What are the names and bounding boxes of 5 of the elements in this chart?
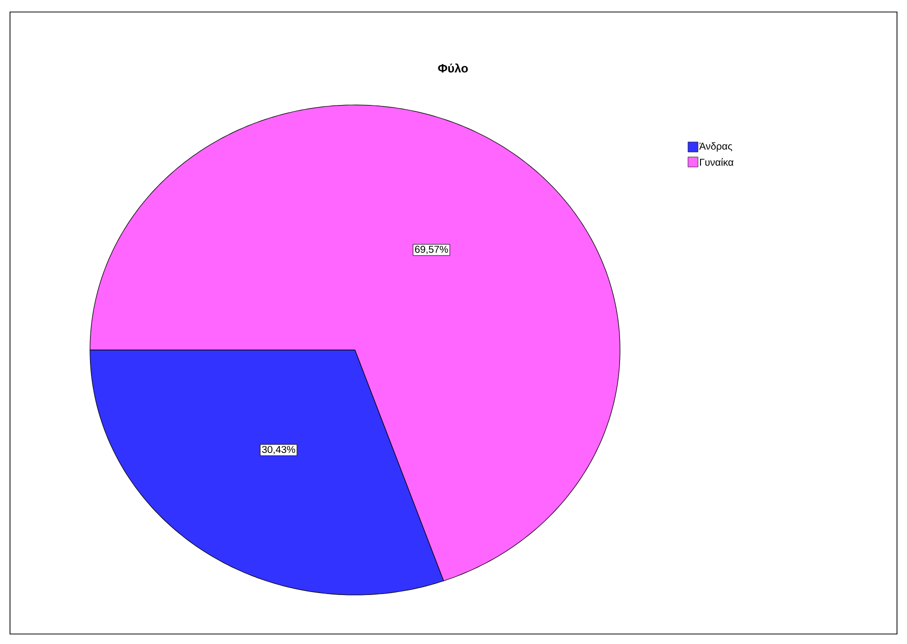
chart-title: Φύλο [438, 63, 468, 73]
data-label: 30,43% [262, 446, 296, 454]
data-label: 69,57% [415, 246, 448, 254]
legend-label: Άνδρας [699, 142, 732, 152]
legend-label: Γυναίκα [700, 158, 734, 166]
